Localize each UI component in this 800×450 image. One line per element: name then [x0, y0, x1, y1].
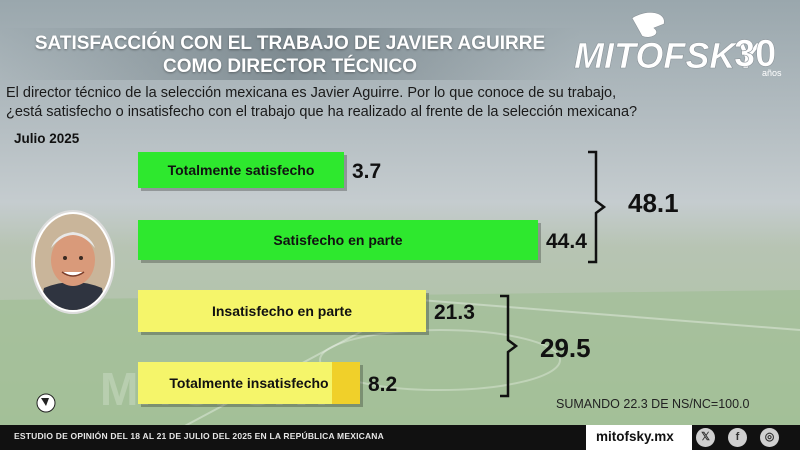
- question-line-1: El director técnico de la selección mexi…: [6, 85, 617, 101]
- survey-date: Julio 2025: [14, 131, 80, 146]
- value-label: 3.7: [352, 160, 381, 183]
- category-label: Totalmente insatisfecho: [169, 375, 328, 391]
- title-line-2: COMO DIRECTOR TÉCNICO: [162, 56, 418, 77]
- category-label: Insatisfecho en parte: [212, 303, 352, 319]
- bar-accent: [332, 362, 360, 404]
- value-label: 44.4: [546, 230, 587, 253]
- question-line-2: ¿está satisfecho o insatisfecho con el t…: [6, 104, 638, 120]
- site-box: [586, 425, 692, 450]
- value-label: 21.3: [434, 301, 475, 324]
- bar-3: [138, 362, 360, 404]
- facebook-icon[interactable]: f: [728, 428, 747, 447]
- logo-badge: 30: [734, 33, 776, 75]
- category-label: Satisfecho en parte: [273, 232, 402, 248]
- logo-sub: años: [762, 68, 782, 78]
- logo-text: MITOFSKY: [574, 35, 762, 76]
- survey-question: El director técnico de la selección mexi…: [6, 84, 798, 122]
- javier-aguirre-avatar: [31, 210, 115, 314]
- title-line-1: SATISFACCIÓN CON EL TRABAJO DE JAVIER AG…: [34, 33, 546, 54]
- value-label: 8.2: [368, 373, 397, 396]
- group-brace: [500, 294, 519, 398]
- bar-0: [138, 152, 344, 188]
- bar-1: [138, 220, 538, 260]
- note-ns-nc: SUMANDO 22.3 DE NS/NC=100.0: [556, 397, 750, 411]
- study-details: ESTUDIO DE OPINIÓN DEL 18 AL 21 DE JULIO…: [14, 431, 384, 441]
- group-total: 48.1: [628, 188, 679, 218]
- bar-2: [138, 290, 426, 332]
- group-total: 29.5: [540, 333, 591, 363]
- site-link[interactable]: mitofsky.mx: [596, 429, 674, 444]
- instagram-icon[interactable]: ◎: [760, 428, 779, 447]
- logo-bird-icon: [631, 12, 665, 38]
- x-icon[interactable]: 𝕏: [696, 428, 715, 447]
- group-brace: [588, 150, 607, 264]
- page-title: SATISFACCIÓN CON EL TRABAJO DE JAVIER AG…: [20, 32, 560, 78]
- category-label: Totalmente satisfecho: [168, 162, 315, 178]
- mitofsky-logo: MITOFSKY 30 años: [574, 12, 782, 78]
